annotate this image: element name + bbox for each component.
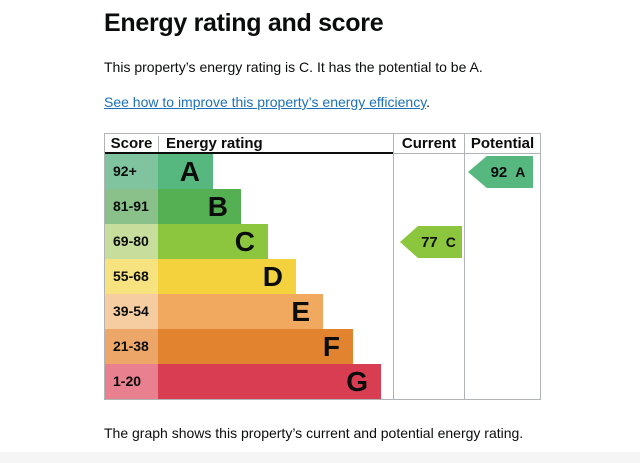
potential-column-header: Potential	[470, 135, 535, 152]
band-letter: G	[346, 366, 368, 397]
band-bar-c: C	[158, 224, 268, 259]
current-band-letter: C	[445, 234, 456, 250]
link-suffix: .	[426, 94, 431, 110]
potential-score-value: 92	[490, 163, 508, 181]
band-rows: 92+ A 81-91 B 69-80 C 55-68 D 39-54 E 21-38 F 1-20 G	[105, 154, 393, 399]
band-bar-d: D	[158, 259, 296, 294]
potential-rating-arrow: 92 A	[468, 156, 533, 188]
band-bar-e: E	[158, 294, 323, 329]
band-letter: C	[234, 226, 255, 257]
band-row-e: 39-54 E	[105, 294, 393, 329]
band-bar-b: B	[158, 189, 241, 224]
band-letter: B	[207, 191, 228, 222]
current-rating-arrow: 77 C	[400, 226, 462, 258]
score-range: 69-80	[105, 224, 158, 259]
band-row-f: 21-38 F	[105, 329, 393, 364]
band-letter: E	[291, 296, 310, 327]
header-underline-left	[105, 152, 393, 154]
potential-column-divider	[464, 134, 465, 399]
energy-rating-chart: Score Energy rating Current Potential 92…	[104, 133, 541, 400]
band-row-g: 1-20 G	[105, 364, 393, 399]
current-column-divider	[393, 134, 394, 399]
current-column-header: Current	[401, 135, 457, 152]
band-row-b: 81-91 B	[105, 189, 393, 224]
score-range: 55-68	[105, 259, 158, 294]
improvement-link-line: See how to improve this property’s energ…	[104, 92, 430, 112]
header-underline-right	[394, 153, 540, 154]
header-score-rating-divider	[158, 136, 159, 153]
chart-caption: The graph shows this property’s current …	[104, 425, 524, 441]
band-bar-g: G	[158, 364, 381, 399]
band-row-a: 92+ A	[105, 154, 393, 189]
band-letter: F	[322, 331, 340, 362]
intro-text: This property’s energy rating is C. It h…	[104, 59, 483, 75]
score-range: 81-91	[105, 189, 158, 224]
score-column-header: Score	[110, 135, 153, 152]
rating-column-header: Energy rating	[166, 135, 263, 152]
potential-band-letter: A	[515, 164, 526, 180]
score-range: 92+	[105, 154, 158, 189]
current-score-value: 77	[421, 233, 438, 251]
score-range: 21-38	[105, 329, 158, 364]
improvement-link[interactable]: See how to improve this property’s energ…	[104, 94, 427, 110]
bottom-section-strip	[0, 452, 640, 463]
band-bar-a: A	[158, 154, 213, 189]
score-range: 39-54	[105, 294, 158, 329]
band-bar-f: F	[158, 329, 353, 364]
band-row-c: 69-80 C	[105, 224, 393, 259]
band-row-d: 55-68 D	[105, 259, 393, 294]
band-letter: A	[179, 156, 200, 187]
score-range: 1-20	[105, 364, 158, 399]
band-letter: D	[262, 261, 283, 292]
page-title: Energy rating and score	[104, 9, 384, 37]
